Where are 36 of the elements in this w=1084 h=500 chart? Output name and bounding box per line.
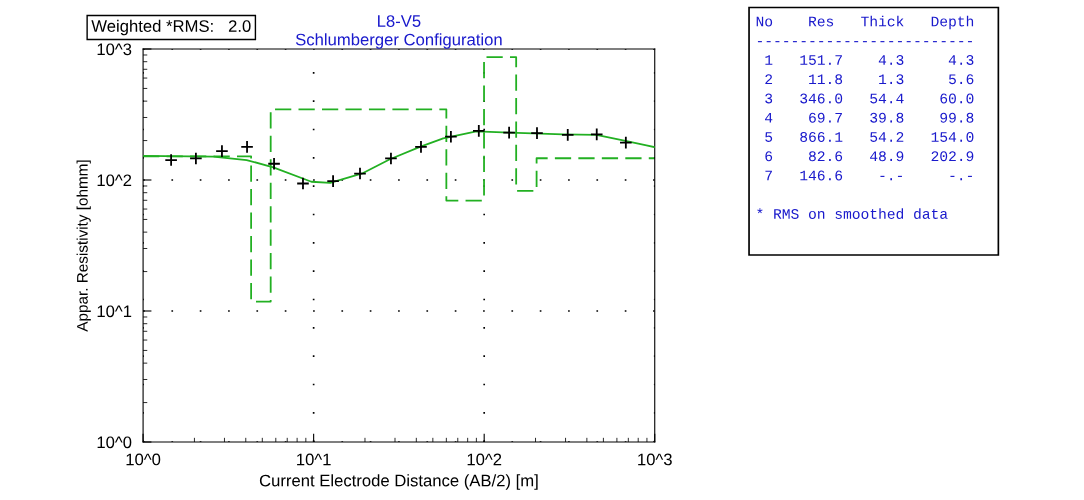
point (590, 127, 604, 142)
x-tick-label: 10^2 (467, 453, 502, 466)
x-tick-label: 10^1 (297, 453, 331, 466)
text: Weighted *RMS: 2.0 (91, 19, 251, 36)
point (444, 130, 458, 144)
y-tick-label: 10^0 (97, 436, 132, 449)
point (530, 126, 544, 140)
point (472, 124, 486, 138)
text: 4 69.7 39.8 99.8 (765, 112, 974, 123)
text: 7 146.6 -.- -.- (765, 170, 972, 181)
y-axis-title: Appar. Resistivity [ohmm] (76, 160, 91, 332)
point (414, 140, 428, 154)
point (561, 128, 575, 142)
point (240, 140, 254, 154)
text: 2 11.8 1.3 5.6 (765, 74, 974, 85)
y-tick-label: 10^1 (97, 305, 132, 318)
point (384, 151, 398, 166)
point (267, 157, 281, 171)
y-tick-label: 10^2 (97, 174, 132, 187)
text: 6 82.6 48.9 202.9 (765, 151, 974, 162)
text: 1 151.7 4.3 4.3 (765, 55, 974, 65)
text: * RMS on smoothed data (757, 208, 948, 219)
point (326, 174, 340, 188)
y-tick-label: 10^3 (97, 43, 132, 56)
chart-subtitle: Schlumberger Configuration (295, 33, 502, 49)
point (502, 125, 516, 140)
text: No Res Thick Depth (756, 15, 974, 30)
text: 3 346.0 54.4 60.0 (765, 93, 974, 104)
point (619, 135, 633, 150)
x-tick-label: 10^3 (638, 453, 672, 466)
text: ------------------------- (757, 41, 972, 43)
point (296, 176, 310, 191)
x-tick-label: 10^0 (126, 453, 161, 466)
chart-title: L8-V5 (378, 15, 421, 27)
text: 5 866.1 54.2 154.0 (765, 132, 974, 142)
x-axis-title: Current Electrode Distance (AB/2) [m] (259, 474, 538, 490)
